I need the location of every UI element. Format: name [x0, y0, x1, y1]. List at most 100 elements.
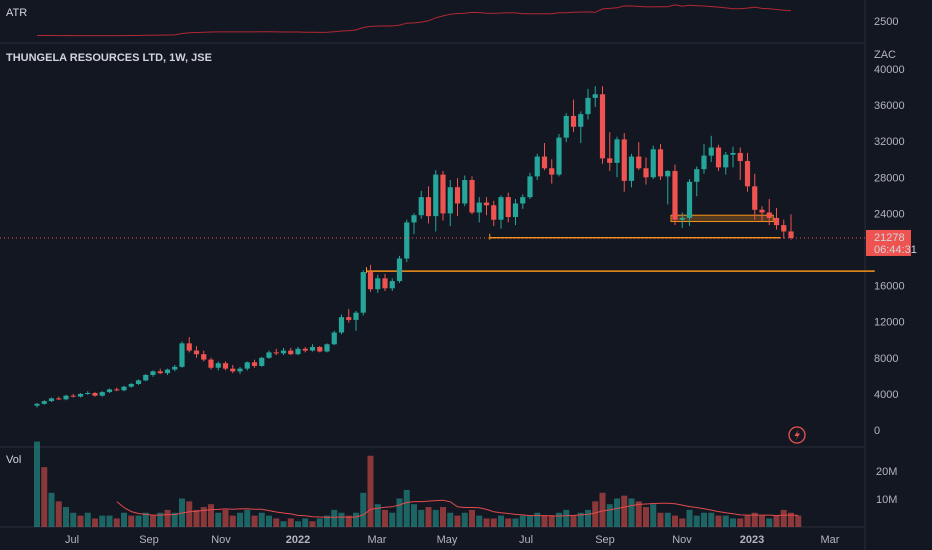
volume-bar [570, 515, 577, 527]
volume-bar [672, 515, 678, 527]
volume-bar [447, 512, 454, 527]
candle-body [418, 197, 424, 216]
candle-body [201, 354, 207, 360]
candle-body [433, 174, 439, 217]
candle-body [672, 170, 678, 220]
candle-body [701, 155, 707, 170]
time-axis: Jul Sep Nov 2022 Mar May Jul Sep Nov 2023 Mar [65, 534, 840, 546]
candle-body [534, 156, 540, 177]
candle-body [367, 272, 374, 290]
volume-bar [316, 518, 323, 527]
candle-body [172, 366, 178, 370]
volume-bar [454, 515, 461, 527]
volume-bar [63, 507, 69, 527]
candle-body [715, 147, 722, 168]
candle-body [447, 187, 453, 214]
volume-bar [70, 512, 77, 527]
volume-bar [48, 492, 55, 527]
volume-bar [715, 515, 722, 527]
candle-body [121, 386, 127, 391]
candle-body [628, 156, 635, 181]
volume-bar [686, 509, 693, 527]
volume-bar [628, 498, 635, 527]
candle-body [404, 222, 410, 259]
candle-body [686, 181, 693, 218]
time-tick-label: Nov [672, 534, 692, 546]
volume-bar [157, 512, 164, 527]
candle-body [302, 348, 308, 351]
candle-body [476, 202, 482, 213]
candle-body [99, 392, 105, 396]
candle-body [556, 137, 562, 175]
candle-body [353, 312, 359, 320]
volume-bar [461, 512, 468, 527]
volume-bar [766, 518, 773, 527]
price-tick-label: 12000 [874, 317, 905, 329]
candle-body [251, 362, 258, 366]
volume-bar [171, 512, 178, 527]
volume-bar [208, 504, 214, 527]
volume-bar [215, 512, 222, 527]
price-tick-label: 8000 [874, 353, 898, 365]
candle-body [92, 392, 98, 396]
currency-label: ZAC [874, 49, 896, 61]
volume-bar [142, 512, 149, 527]
volume-bar [193, 509, 200, 527]
candle-body [396, 258, 403, 282]
candle-body [266, 352, 272, 358]
volume-tick-20m: 20M [876, 466, 897, 478]
volume-bar [585, 509, 591, 527]
volume-bar [324, 515, 330, 527]
candle-body [273, 352, 279, 354]
current-price-badge [866, 229, 911, 256]
candle-body [164, 369, 171, 374]
volume-bar [780, 509, 787, 527]
volume-bar [773, 515, 780, 527]
candle-body [77, 393, 84, 397]
candle-body [570, 115, 577, 127]
candle-body [483, 202, 490, 206]
candle-body [708, 147, 714, 156]
volume-bar [302, 518, 309, 527]
candle-body [106, 389, 113, 393]
candle-body [280, 350, 287, 354]
volume-bar [331, 509, 338, 527]
volume-bar [55, 501, 62, 527]
time-tick-label: 2023 [740, 534, 764, 546]
candle-body [244, 362, 250, 369]
volume-bar [643, 507, 649, 527]
candle-body [56, 398, 62, 400]
volume-bar [425, 507, 432, 527]
volume-bar [744, 515, 751, 527]
candle-body [85, 392, 91, 394]
volume-bar [759, 515, 765, 527]
price-tick-label: 40000 [874, 64, 905, 76]
volume-bar [237, 512, 243, 527]
volume-bar [266, 515, 272, 527]
volume-bar [360, 492, 367, 527]
volume-bar [258, 512, 265, 527]
time-tick-label: Sep [139, 534, 159, 546]
candle-body [41, 401, 47, 404]
volume-bar [650, 504, 657, 527]
candle-body [186, 343, 192, 351]
candle-body [505, 197, 511, 218]
volume-bar [403, 489, 410, 527]
volume-bar [635, 501, 642, 527]
candle-body [360, 272, 366, 313]
volume-bar [440, 507, 446, 527]
lightning-icon[interactable] [788, 426, 806, 444]
support-band[interactable] [670, 214, 774, 223]
candle-body [744, 161, 751, 187]
candle-body [723, 154, 729, 168]
candle-body [592, 94, 598, 98]
volume-bar [121, 512, 127, 527]
volume-bars [34, 441, 802, 527]
volume-bar [345, 515, 352, 527]
candle-body [331, 332, 337, 345]
volume-bar [577, 512, 584, 527]
candle-body [585, 97, 591, 115]
candle-body [63, 395, 69, 400]
candle-body [730, 152, 736, 155]
